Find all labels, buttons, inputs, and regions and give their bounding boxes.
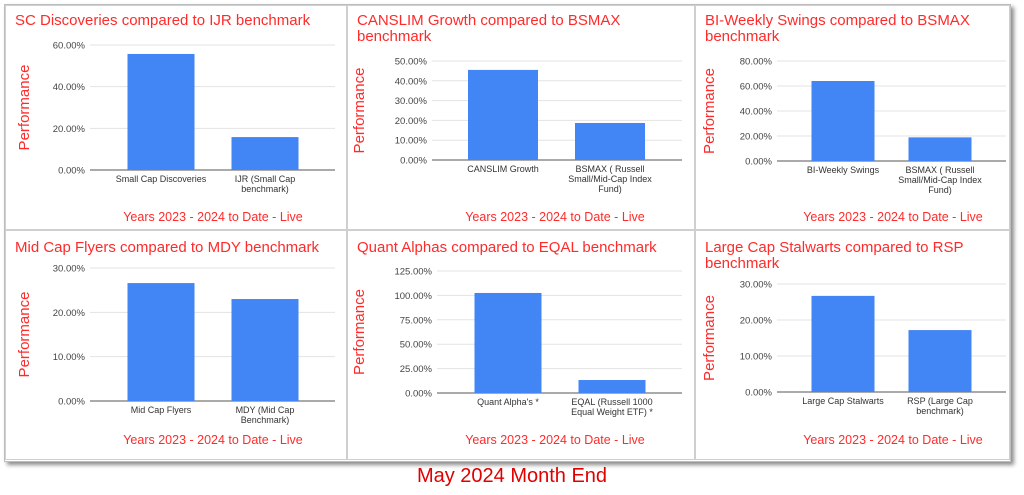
y-tick-label: 40.00% (53, 82, 86, 93)
y-tick-label: 30.00% (740, 280, 773, 291)
y-tick-label: 20.00% (53, 124, 86, 135)
x-axis-label: Years 2023 - 2024 to Date - Live (803, 433, 983, 447)
category-label: BSMAX ( Russell Small/Mid-Cap Index Fund) (898, 165, 982, 195)
bar (811, 295, 875, 392)
y-tick-label: 25.00% (400, 364, 433, 375)
bar (127, 283, 195, 401)
x-axis-label: Years 2023 - 2024 to Date - Live (465, 210, 645, 224)
chart-2: 0.00% 20.00% 40.00% 60.00% 80.00% Performance… (701, 57, 1006, 195)
bar (231, 137, 299, 170)
y-axis-label: Performance (16, 65, 33, 151)
y-tick-label: 30.00% (53, 264, 86, 275)
category-label: CANSLIM Growth (467, 164, 539, 174)
chart-title: Large Cap Stalwarts compared to RSP benc… (705, 239, 964, 272)
y-tick-label: 75.00% (400, 315, 433, 326)
bar (575, 122, 645, 160)
y-tick-label: 20.00% (740, 132, 773, 143)
y-tick-label: 80.00% (740, 57, 773, 68)
y-axis-label: Performance (351, 289, 368, 375)
chart-title: CANSLIM Growth compared to BSMAX benchma… (357, 12, 621, 45)
y-tick-label: 0.00% (745, 388, 772, 399)
bar (468, 69, 538, 160)
y-tick-label: 10.00% (53, 352, 86, 363)
y-tick-label: 125.00% (394, 267, 432, 278)
y-tick-label: 40.00% (395, 76, 428, 87)
chart-0: 0.00% 20.00% 40.00% 60.00% Performance Small … (16, 41, 335, 194)
bar (578, 380, 646, 393)
y-axis-label: Performance (701, 295, 718, 381)
bar (231, 299, 299, 401)
footer-caption: May 2024 Month End (416, 465, 608, 487)
chart-title: SC Discoveries compared to IJR benchmark (15, 12, 311, 29)
y-tick-label: 20.00% (395, 116, 428, 127)
y-tick-label: 0.00% (400, 156, 427, 167)
bar (908, 330, 972, 392)
category-label: Mid Cap Flyers (131, 405, 192, 415)
y-tick-label: 10.00% (395, 136, 428, 147)
category-label: Quant Alpha's * (477, 397, 539, 407)
y-tick-label: 60.00% (53, 41, 86, 52)
y-tick-label: 0.00% (58, 166, 85, 177)
x-axis-label: Years 2023 - 2024 to Date - Live (123, 210, 303, 224)
y-tick-label: 0.00% (405, 389, 432, 400)
bar (908, 137, 972, 161)
chart-4: 0.00% 25.00% 50.00% 75.00% 100.00% 125.00% Per… (351, 267, 682, 417)
category-label: EQAL (Russell 1000 Equal Weight ETF) * (571, 397, 653, 417)
y-tick-label: 50.00% (400, 340, 433, 351)
y-tick-label: 50.00% (395, 57, 428, 68)
y-axis-label: Performance (701, 68, 718, 154)
y-tick-label: 30.00% (395, 96, 428, 107)
x-axis-label: Years 2023 - 2024 to Date - Live (465, 433, 645, 447)
y-tick-label: 60.00% (740, 82, 773, 93)
y-tick-label: 0.00% (58, 397, 85, 408)
chart-title: BI-Weekly Swings compared to BSMAX bench… (705, 12, 970, 45)
category-label: Large Cap Stalwarts (802, 396, 884, 406)
chart-title: Quant Alphas compared to EQAL benchmark (357, 239, 657, 256)
y-tick-label: 100.00% (394, 291, 432, 302)
bar (811, 81, 875, 161)
chart-title: Mid Cap Flyers compared to MDY benchmark (15, 239, 319, 256)
y-tick-label: 20.00% (740, 316, 773, 327)
category-label: RSP (Large Cap benchmark) (907, 396, 973, 416)
category-label: MDY (Mid Cap Benchmark) (236, 405, 295, 425)
y-tick-label: 0.00% (745, 157, 772, 168)
y-axis-label: Performance (351, 68, 368, 154)
category-label: BSMAX ( Russell Small/Mid-Cap Index Fund) (568, 164, 652, 194)
y-tick-label: 20.00% (53, 308, 86, 319)
x-axis-label: Years 2023 - 2024 to Date - Live (123, 433, 303, 447)
category-label: IJR (Small Cap benchmark) (235, 174, 296, 194)
x-axis-label: Years 2023 - 2024 to Date - Live (803, 210, 983, 224)
y-tick-label: 40.00% (740, 107, 773, 118)
category-label: BI-Weekly Swings (807, 165, 880, 175)
bar (127, 53, 195, 171)
chart-1: 0.00% 10.00% 20.00% 30.00% 40.00% 50.00% Perfo… (351, 57, 682, 194)
chart-5: 0.00% 10.00% 20.00% 30.00% Performance Large … (701, 280, 1006, 416)
y-tick-label: 10.00% (740, 352, 773, 363)
bar (474, 292, 542, 393)
chart-3: 0.00% 10.00% 20.00% 30.00% Performance Mid Ca… (16, 264, 335, 425)
category-label: Small Cap Discoveries (116, 174, 207, 184)
y-axis-label: Performance (16, 292, 33, 378)
